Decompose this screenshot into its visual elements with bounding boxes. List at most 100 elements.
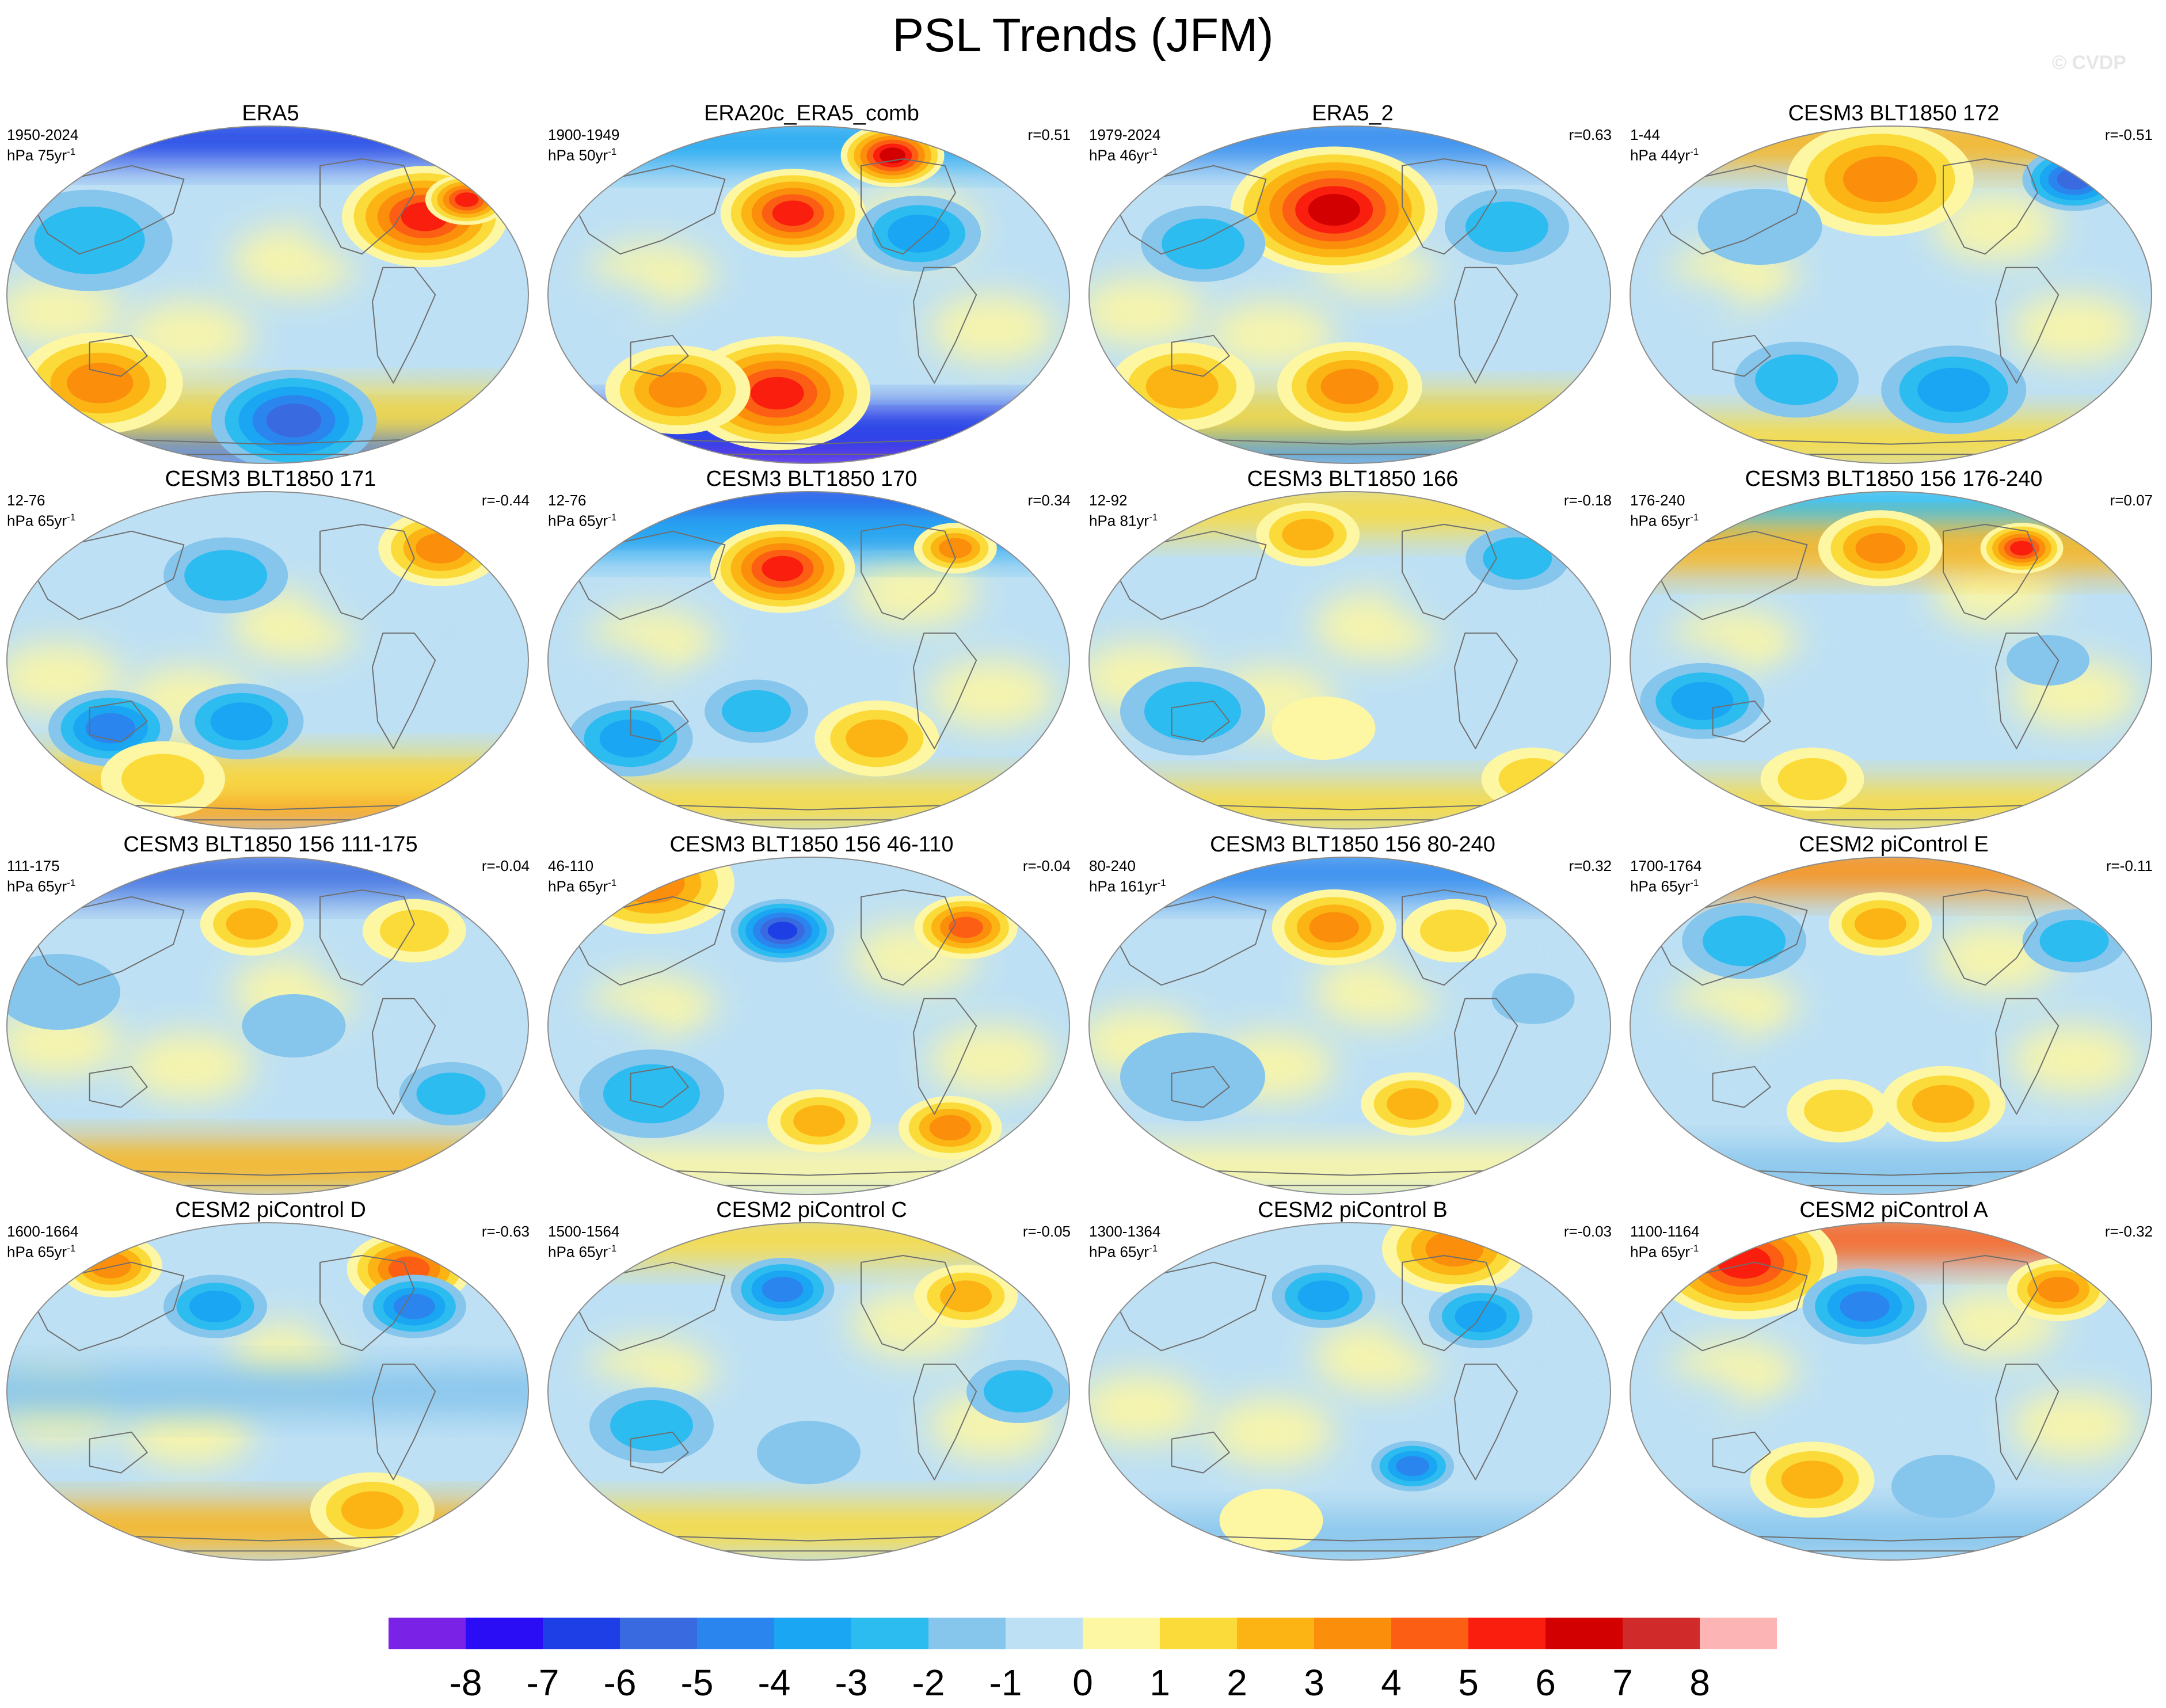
coastline	[1402, 158, 1497, 255]
trend-patch	[2011, 1025, 2138, 1094]
coastline	[567, 530, 726, 621]
coastline	[1402, 524, 1497, 621]
trend-contour	[1425, 1231, 1484, 1266]
map-panel: CESM3 BLT1850 170 12-76 hPa 65yr-1 r=0.34	[547, 466, 1076, 832]
coastline	[1712, 1066, 1771, 1108]
trend-contour	[772, 200, 814, 226]
panel-title: CESM2 piControl B	[1258, 1198, 1448, 1222]
trend-contour	[416, 532, 466, 564]
trend-contour	[1891, 1455, 1995, 1519]
trend-contour	[266, 403, 322, 438]
colorbar-tick-label: 6	[1535, 1662, 1556, 1703]
colorbar-swatch	[1545, 1618, 1623, 1649]
trend-contour	[1671, 682, 1734, 720]
panel-title: ERA20c_ERA5_comb	[704, 101, 919, 125]
trend-contour	[1804, 1089, 1873, 1132]
trend-patch	[1749, 666, 1876, 736]
map-panel: CESM3 BLT1850 172 1-44 hPa 44yr-1 r=-0.51	[1629, 101, 2159, 466]
trend-patch	[7, 1008, 121, 1078]
map-outline	[6, 1222, 529, 1561]
trend-band	[548, 1223, 1069, 1262]
panel-correlation: r=-0.05	[1022, 1223, 1071, 1240]
trend-map	[6, 857, 529, 1195]
panel-unit-label: hPa 161yr	[1089, 877, 1158, 895]
trend-contour	[2057, 169, 2092, 190]
trend-patch	[387, 660, 515, 729]
map-panel: ERA5 1950-2024 hPa 75yr-1	[6, 101, 535, 466]
coastline	[1171, 1066, 1230, 1108]
trend-band	[1089, 783, 1611, 829]
panel-period: 1-44	[1630, 126, 1661, 143]
panel-period: 12-76	[548, 492, 587, 509]
map-outline	[1088, 857, 1611, 1195]
coastline	[319, 524, 415, 621]
trend-patch	[1089, 277, 1204, 347]
trend-patch	[548, 277, 663, 347]
panel-unit-exponent: -1	[608, 877, 617, 888]
coastline	[1995, 998, 2060, 1115]
panel-unit-exponent: -1	[1690, 512, 1699, 523]
map-panel: CESM3 BLT1850 156 111-175 111-175 hPa 65yr…	[6, 832, 535, 1197]
trend-patch	[125, 1397, 253, 1467]
trend-contour	[1145, 364, 1219, 409]
trend-contour	[757, 1421, 861, 1485]
panel-unit-exponent: -1	[1690, 1243, 1699, 1254]
colorbar-tick-label: 8	[1689, 1662, 1710, 1703]
trend-band	[7, 756, 528, 802]
trend-patch	[2011, 294, 2138, 363]
colorbar-tick-label: -6	[604, 1662, 637, 1703]
panel-title: CESM2 piControl C	[716, 1198, 907, 1222]
colorbar-swatch	[1468, 1618, 1545, 1649]
coastline	[1995, 267, 2060, 384]
colorbar-tick-label: -2	[912, 1662, 945, 1703]
colorbar-swatch	[543, 1618, 620, 1649]
coastline	[1108, 1261, 1267, 1352]
coastline	[1649, 530, 1808, 621]
panel-correlation: r=-0.32	[2104, 1223, 2153, 1240]
panel-unit-label: hPa 44yr	[1630, 146, 1691, 164]
map-panel: CESM2 piControl D 1600-1664 hPa 65yr-1 r=-0…	[6, 1197, 535, 1563]
trend-contour	[189, 1291, 241, 1322]
trend-contour	[1309, 912, 1359, 943]
trend-contour	[603, 1064, 700, 1124]
trend-contour	[1840, 1291, 1890, 1322]
map-panel: CESM2 piControl B 1300-1364 hPa 65yr-1 r=-0…	[1088, 1197, 1617, 1563]
map-outline	[1630, 857, 2152, 1195]
colorbar-swatch	[1700, 1618, 1777, 1649]
coastline	[913, 998, 977, 1115]
trend-contour	[1144, 682, 1241, 741]
coastline	[372, 267, 436, 384]
panel-unit-exponent: -1	[1149, 1243, 1158, 1254]
panel-period: 46-110	[548, 857, 594, 874]
trend-patch	[125, 1032, 253, 1101]
map-panel: CESM3 BLT1850 156 46-110 46-110 hPa 65yr-1…	[547, 832, 1076, 1197]
panel-correlation: r=-0.51	[2104, 126, 2153, 143]
trend-band	[1630, 783, 2152, 829]
panel-unit-label: hPa 65yr	[7, 877, 67, 895]
trend-contour	[762, 556, 804, 581]
trend-map	[1088, 1222, 1611, 1561]
trend-contour	[1420, 910, 1489, 952]
trend-map	[6, 491, 529, 830]
coastline	[913, 267, 977, 384]
panel-unit: hPa 44yr-1	[1630, 143, 1699, 164]
panel-title: CESM3 BLT1850 171	[165, 467, 376, 491]
panel-unit-label: hPa 65yr	[548, 1243, 608, 1261]
trend-contour	[767, 922, 798, 940]
colorbar-tick-label: -4	[758, 1662, 791, 1703]
trend-contour	[379, 910, 449, 952]
trend-contour	[599, 719, 662, 758]
panel-unit: hPa 65yr-1	[1630, 509, 1699, 530]
trend-contour	[34, 206, 145, 275]
panel-unit-exponent: -1	[1690, 877, 1699, 888]
panel-correlation: r=-0.04	[1022, 857, 1071, 874]
panel-unit-exponent: -1	[608, 512, 617, 523]
trend-contour	[793, 1105, 846, 1137]
panel-unit: hPa 65yr-1	[548, 1240, 616, 1261]
panel-unit: hPa 75yr-1	[7, 143, 75, 164]
trend-contour	[393, 1294, 435, 1319]
trend-contour	[1455, 1300, 1507, 1333]
trend-contour	[1120, 1032, 1265, 1121]
trend-contour	[1396, 1456, 1429, 1477]
panel-unit: hPa 81yr-1	[1089, 509, 1158, 530]
